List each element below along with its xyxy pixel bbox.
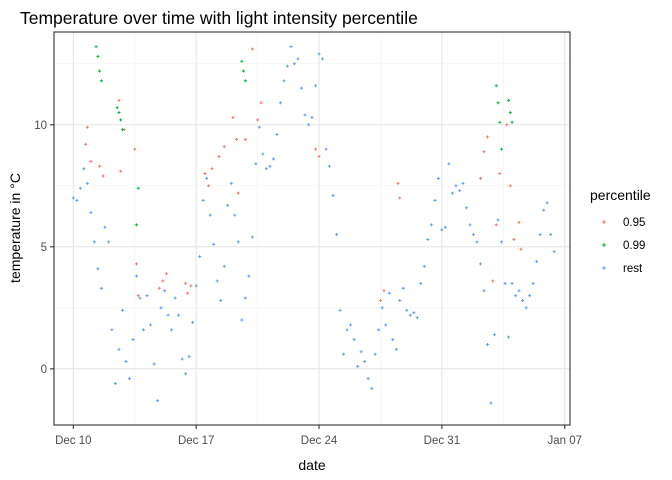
- legend-key-0-95: [602, 220, 606, 224]
- y-tick-label: 0: [41, 364, 47, 376]
- x-tick-label: Dec 10: [55, 435, 91, 447]
- legend-label: 0.95: [623, 217, 645, 229]
- data-points: [71, 45, 556, 405]
- legend-key-rest: [602, 266, 606, 270]
- legend-title: percentile: [590, 187, 651, 203]
- x-axis-title: date: [298, 457, 325, 473]
- x-tick-label: Dec 17: [178, 435, 214, 447]
- legend-key-0-99: [602, 243, 606, 247]
- y-tick-label: 5: [41, 242, 47, 254]
- y-axis-ticks: 0 5 10: [34, 120, 54, 376]
- series-0-95: [84, 47, 523, 303]
- legend: percentile 0.95 0.99 rest: [590, 187, 651, 275]
- series-rest: [71, 45, 556, 405]
- legend-label: 0.99: [623, 240, 645, 252]
- series-0-99: [94, 45, 514, 227]
- x-tick-label: Jan 07: [547, 435, 582, 447]
- legend-label: rest: [623, 263, 643, 275]
- plot-panel-border: [53, 31, 571, 426]
- y-axis-title: temperature in °C: [7, 173, 23, 283]
- x-tick-label: Dec 24: [301, 435, 338, 447]
- chart-title: Temperature over time with light intensi…: [20, 8, 418, 28]
- gridlines: [54, 32, 570, 425]
- x-axis-ticks: Dec 10 Dec 17 Dec 24 Dec 31 Jan 07: [55, 425, 582, 447]
- y-tick-label: 10: [34, 120, 47, 132]
- x-tick-label: Dec 31: [424, 435, 460, 447]
